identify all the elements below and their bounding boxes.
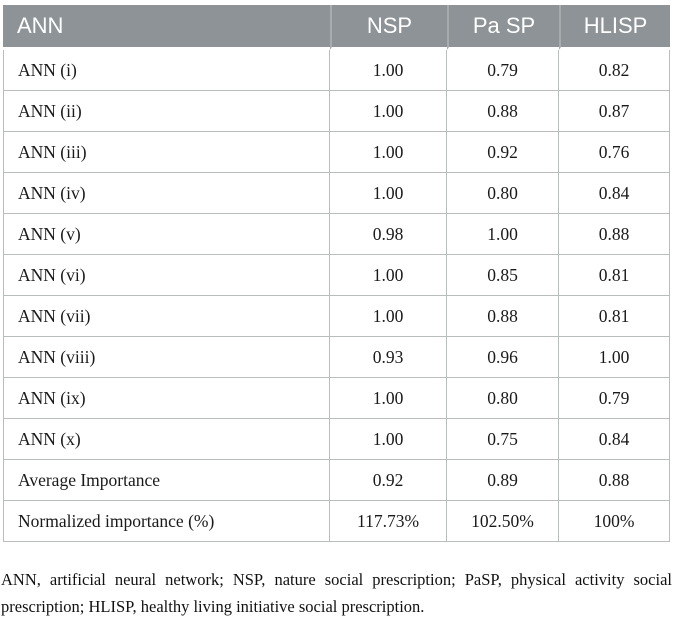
table-row: ANN (iv) 1.00 0.80 0.84 (3, 173, 670, 214)
value-cell: 0.80 (447, 378, 559, 419)
value-cell: 0.89 (447, 460, 559, 501)
header-cell-pasp: Pa SP (447, 5, 559, 50)
table-row-average: Average Importance 0.92 0.89 0.88 (3, 460, 670, 501)
value-cell: 1.00 (330, 296, 447, 337)
value-cell: 0.76 (559, 132, 670, 173)
value-cell: 0.75 (447, 419, 559, 460)
value-cell: 1.00 (330, 50, 447, 91)
row-label-cell: ANN (x) (3, 419, 330, 460)
header-cell-ann: ANN (3, 5, 330, 50)
table-header-row: ANN NSP Pa SP HLISP (3, 5, 670, 50)
value-cell: 0.79 (559, 378, 670, 419)
value-cell: 0.82 (559, 50, 670, 91)
row-label-cell: ANN (viii) (3, 337, 330, 378)
value-cell: 0.88 (447, 91, 559, 132)
value-cell: 0.81 (559, 255, 670, 296)
value-cell: 0.80 (447, 173, 559, 214)
table-row: ANN (ii) 1.00 0.88 0.87 (3, 91, 670, 132)
header-cell-nsp: NSP (330, 5, 447, 50)
row-label-cell: ANN (v) (3, 214, 330, 255)
row-label-cell: ANN (ii) (3, 91, 330, 132)
value-cell: 0.87 (559, 91, 670, 132)
value-cell: 0.92 (447, 132, 559, 173)
row-label-cell: ANN (ix) (3, 378, 330, 419)
table-footnote: ANN, artificial neural network; NSP, nat… (1, 570, 672, 616)
table-row: ANN (ix) 1.00 0.80 0.79 (3, 378, 670, 419)
row-label-cell: ANN (vi) (3, 255, 330, 296)
table-row: ANN (viii) 0.93 0.96 1.00 (3, 337, 670, 378)
value-cell: 0.88 (447, 296, 559, 337)
table-row: ANN (x) 1.00 0.75 0.84 (3, 419, 670, 460)
value-cell: 0.96 (447, 337, 559, 378)
value-cell: 0.81 (559, 296, 670, 337)
table-row: ANN (i) 1.00 0.79 0.82 (3, 50, 670, 91)
value-cell: 1.00 (330, 132, 447, 173)
table-row: ANN (v) 0.98 1.00 0.88 (3, 214, 670, 255)
value-cell: 100% (559, 501, 670, 542)
value-cell: 0.93 (330, 337, 447, 378)
value-cell: 0.88 (559, 214, 670, 255)
value-cell: 0.98 (330, 214, 447, 255)
value-cell: 1.00 (447, 214, 559, 255)
row-label-cell: ANN (iii) (3, 132, 330, 173)
table-row: ANN (vi) 1.00 0.85 0.81 (3, 255, 670, 296)
value-cell: 0.84 (559, 419, 670, 460)
value-cell: 0.84 (559, 173, 670, 214)
row-label-cell: ANN (vii) (3, 296, 330, 337)
table-row: ANN (iii) 1.00 0.92 0.76 (3, 132, 670, 173)
value-cell: 0.85 (447, 255, 559, 296)
row-label-cell: ANN (iv) (3, 173, 330, 214)
value-cell: 102.50% (447, 501, 559, 542)
value-cell: 1.00 (330, 378, 447, 419)
value-cell: 1.00 (330, 255, 447, 296)
value-cell: 0.88 (559, 460, 670, 501)
importance-table: ANN NSP Pa SP HLISP ANN (i) 1.00 0.79 0.… (3, 5, 670, 542)
value-cell: 117.73% (330, 501, 447, 542)
value-cell: 0.92 (330, 460, 447, 501)
table-row-normalized: Normalized importance (%) 117.73% 102.50… (3, 501, 670, 542)
row-label-cell: Average Importance (3, 460, 330, 501)
value-cell: 1.00 (330, 419, 447, 460)
row-label-cell: ANN (i) (3, 50, 330, 91)
value-cell: 1.00 (330, 91, 447, 132)
table-row: ANN (vii) 1.00 0.88 0.81 (3, 296, 670, 337)
value-cell: 0.79 (447, 50, 559, 91)
value-cell: 1.00 (559, 337, 670, 378)
value-cell: 1.00 (330, 173, 447, 214)
row-label-cell: Normalized importance (%) (3, 501, 330, 542)
header-cell-hlisp: HLISP (559, 5, 670, 50)
